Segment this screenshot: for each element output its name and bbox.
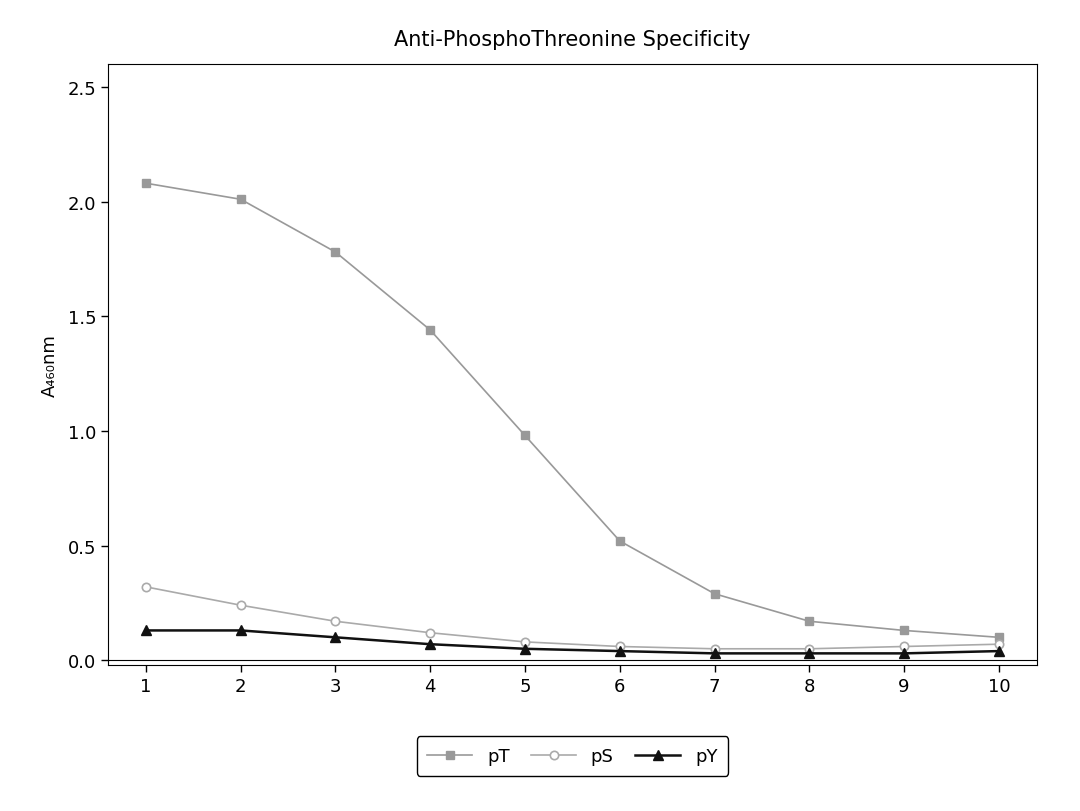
pS (897, 642, 910, 651)
pT (897, 626, 910, 636)
pT (613, 536, 626, 546)
Line: pS: pS (141, 583, 1003, 653)
pT (423, 326, 436, 336)
pS (234, 601, 247, 611)
pY (423, 640, 436, 650)
pY (708, 649, 721, 659)
pS (993, 640, 1005, 650)
Title: Anti-PhosphoThreonine Specificity: Anti-PhosphoThreonine Specificity (394, 29, 751, 49)
pY (897, 649, 910, 659)
Y-axis label: A₄₆₀nm: A₄₆₀nm (41, 333, 59, 397)
pS (708, 644, 721, 654)
pY (329, 633, 342, 642)
pY (234, 626, 247, 636)
pS (139, 582, 152, 592)
pT (139, 179, 152, 189)
Line: pT: pT (141, 180, 1003, 642)
pS (423, 628, 436, 637)
pY (613, 646, 626, 656)
pT (329, 248, 342, 258)
pY (139, 626, 152, 636)
pS (518, 637, 531, 647)
pS (329, 616, 342, 626)
pY (518, 644, 531, 654)
pS (613, 642, 626, 651)
Line: pY: pY (141, 626, 1003, 659)
pY (993, 646, 1005, 656)
pT (802, 616, 815, 626)
pT (234, 195, 247, 205)
pS (802, 644, 815, 654)
pY (802, 649, 815, 659)
pT (518, 431, 531, 441)
Legend: pT, pS, pY: pT, pS, pY (417, 736, 728, 776)
pT (993, 633, 1005, 642)
pT (708, 589, 721, 599)
